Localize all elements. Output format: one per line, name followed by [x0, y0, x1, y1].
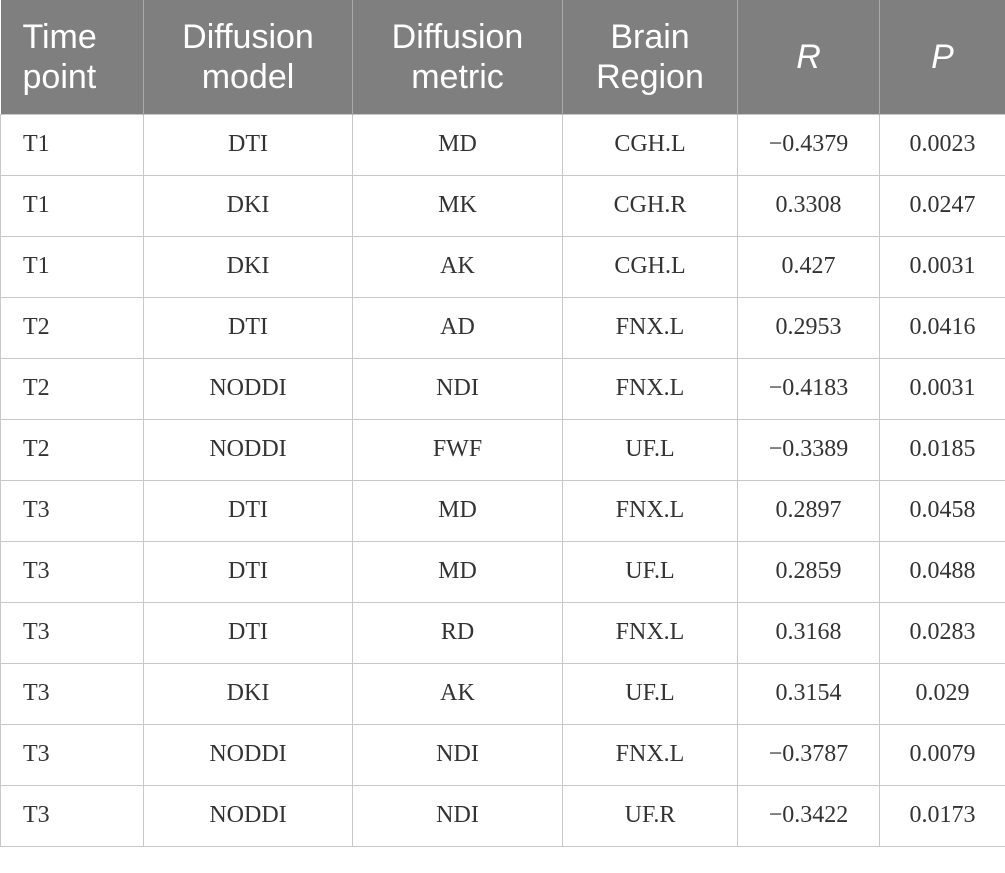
- diffusion-model-cell: DKI: [143, 174, 353, 237]
- r-value-cell: 0.3168: [737, 601, 880, 664]
- time-point-cell: T3: [0, 540, 144, 603]
- diffusion-metric-cell: MD: [352, 479, 563, 542]
- brain-region-cell: FNX.L: [562, 479, 738, 542]
- r-value-cell: 0.3154: [737, 662, 880, 725]
- p-value-cell: 0.0079: [879, 723, 1005, 786]
- brain-region-cell: UF.R: [562, 784, 738, 847]
- brain-region-cell: FNX.L: [562, 723, 738, 786]
- results-table: Time point Diffusion model Diffusion met…: [0, 0, 1005, 847]
- p-value-cell: 0.0247: [879, 174, 1005, 237]
- brain-region-cell: FNX.L: [562, 601, 738, 664]
- r-value-cell: −0.4379: [737, 113, 880, 176]
- diffusion-metric-cell: NDI: [352, 723, 563, 786]
- diffusion-model-cell: NODDI: [143, 357, 353, 420]
- time-point-cell: T3: [0, 601, 144, 664]
- time-point-cell: T2: [0, 418, 144, 481]
- header-row: Time point Diffusion model Diffusion met…: [0, 0, 1005, 114]
- time-point-cell: T3: [0, 662, 144, 725]
- diffusion-metric-cell: NDI: [352, 357, 563, 420]
- table-row: T3 NODDI NDI UF.R −0.3422 0.0173: [0, 784, 1005, 847]
- header-diffusion-metric: Diffusion metric: [352, 0, 563, 114]
- brain-region-cell: FNX.L: [562, 296, 738, 359]
- brain-region-cell: UF.L: [562, 418, 738, 481]
- time-point-cell: T1: [0, 174, 144, 237]
- p-value-cell: 0.0416: [879, 296, 1005, 359]
- diffusion-model-cell: DTI: [143, 479, 353, 542]
- r-value-cell: 0.427: [737, 235, 880, 298]
- diffusion-metric-cell: NDI: [352, 784, 563, 847]
- r-value-cell: 0.3308: [737, 174, 880, 237]
- diffusion-metric-cell: AD: [352, 296, 563, 359]
- table-row: T3 NODDI NDI FNX.L −0.3787 0.0079: [0, 723, 1005, 786]
- p-value-cell: 0.0023: [879, 113, 1005, 176]
- header-time-point: Time point: [0, 0, 144, 114]
- time-point-cell: T3: [0, 479, 144, 542]
- table-row: T1 DKI MK CGH.R 0.3308 0.0247: [0, 174, 1005, 237]
- diffusion-metric-cell: RD: [352, 601, 563, 664]
- diffusion-metric-cell: MD: [352, 113, 563, 176]
- diffusion-metric-cell: MD: [352, 540, 563, 603]
- diffusion-model-cell: DTI: [143, 113, 353, 176]
- header-p: P: [879, 0, 1005, 114]
- time-point-cell: T3: [0, 784, 144, 847]
- brain-region-cell: CGH.L: [562, 235, 738, 298]
- table-row: T1 DTI MD CGH.L −0.4379 0.0023: [0, 113, 1005, 176]
- brain-region-cell: CGH.L: [562, 113, 738, 176]
- diffusion-model-cell: DTI: [143, 296, 353, 359]
- brain-region-cell: UF.L: [562, 540, 738, 603]
- p-value-cell: 0.0185: [879, 418, 1005, 481]
- table-row: T1 DKI AK CGH.L 0.427 0.0031: [0, 235, 1005, 298]
- diffusion-model-cell: NODDI: [143, 418, 353, 481]
- brain-region-cell: CGH.R: [562, 174, 738, 237]
- header-brain-region: Brain Region: [562, 0, 738, 114]
- table-header: Time point Diffusion model Diffusion met…: [0, 0, 1005, 114]
- time-point-cell: T3: [0, 723, 144, 786]
- brain-region-cell: FNX.L: [562, 357, 738, 420]
- r-value-cell: −0.3422: [737, 784, 880, 847]
- diffusion-metric-cell: MK: [352, 174, 563, 237]
- header-r: R: [737, 0, 880, 114]
- table-row: T2 NODDI FWF UF.L −0.3389 0.0185: [0, 418, 1005, 481]
- diffusion-model-cell: DTI: [143, 540, 353, 603]
- diffusion-model-cell: DKI: [143, 235, 353, 298]
- time-point-cell: T1: [0, 113, 144, 176]
- time-point-cell: T2: [0, 357, 144, 420]
- r-value-cell: 0.2897: [737, 479, 880, 542]
- diffusion-model-cell: NODDI: [143, 784, 353, 847]
- time-point-cell: T2: [0, 296, 144, 359]
- table-row: T3 DTI MD FNX.L 0.2897 0.0458: [0, 479, 1005, 542]
- r-value-cell: −0.4183: [737, 357, 880, 420]
- p-value-cell: 0.0031: [879, 357, 1005, 420]
- table-row: T2 NODDI NDI FNX.L −0.4183 0.0031: [0, 357, 1005, 420]
- r-value-cell: −0.3787: [737, 723, 880, 786]
- diffusion-metric-cell: AK: [352, 662, 563, 725]
- time-point-cell: T1: [0, 235, 144, 298]
- p-value-cell: 0.029: [879, 662, 1005, 725]
- header-diffusion-model: Diffusion model: [143, 0, 353, 114]
- diffusion-model-cell: DKI: [143, 662, 353, 725]
- p-value-cell: 0.0283: [879, 601, 1005, 664]
- table-row: T3 DTI MD UF.L 0.2859 0.0488: [0, 540, 1005, 603]
- diffusion-model-cell: DTI: [143, 601, 353, 664]
- diffusion-metric-cell: FWF: [352, 418, 563, 481]
- table-row: T3 DTI RD FNX.L 0.3168 0.0283: [0, 601, 1005, 664]
- r-value-cell: −0.3389: [737, 418, 880, 481]
- r-value-cell: 0.2859: [737, 540, 880, 603]
- p-value-cell: 0.0173: [879, 784, 1005, 847]
- diffusion-metric-cell: AK: [352, 235, 563, 298]
- r-value-cell: 0.2953: [737, 296, 880, 359]
- diffusion-model-cell: NODDI: [143, 723, 353, 786]
- p-value-cell: 0.0031: [879, 235, 1005, 298]
- brain-region-cell: UF.L: [562, 662, 738, 725]
- p-value-cell: 0.0488: [879, 540, 1005, 603]
- p-value-cell: 0.0458: [879, 479, 1005, 542]
- table-body: T1 DTI MD CGH.L −0.4379 0.0023 T1 DKI MK CGH.R 0.3…: [0, 113, 1005, 847]
- table-row: T3 DKI AK UF.L 0.3154 0.029: [0, 662, 1005, 725]
- table-row: T2 DTI AD FNX.L 0.2953 0.0416: [0, 296, 1005, 359]
